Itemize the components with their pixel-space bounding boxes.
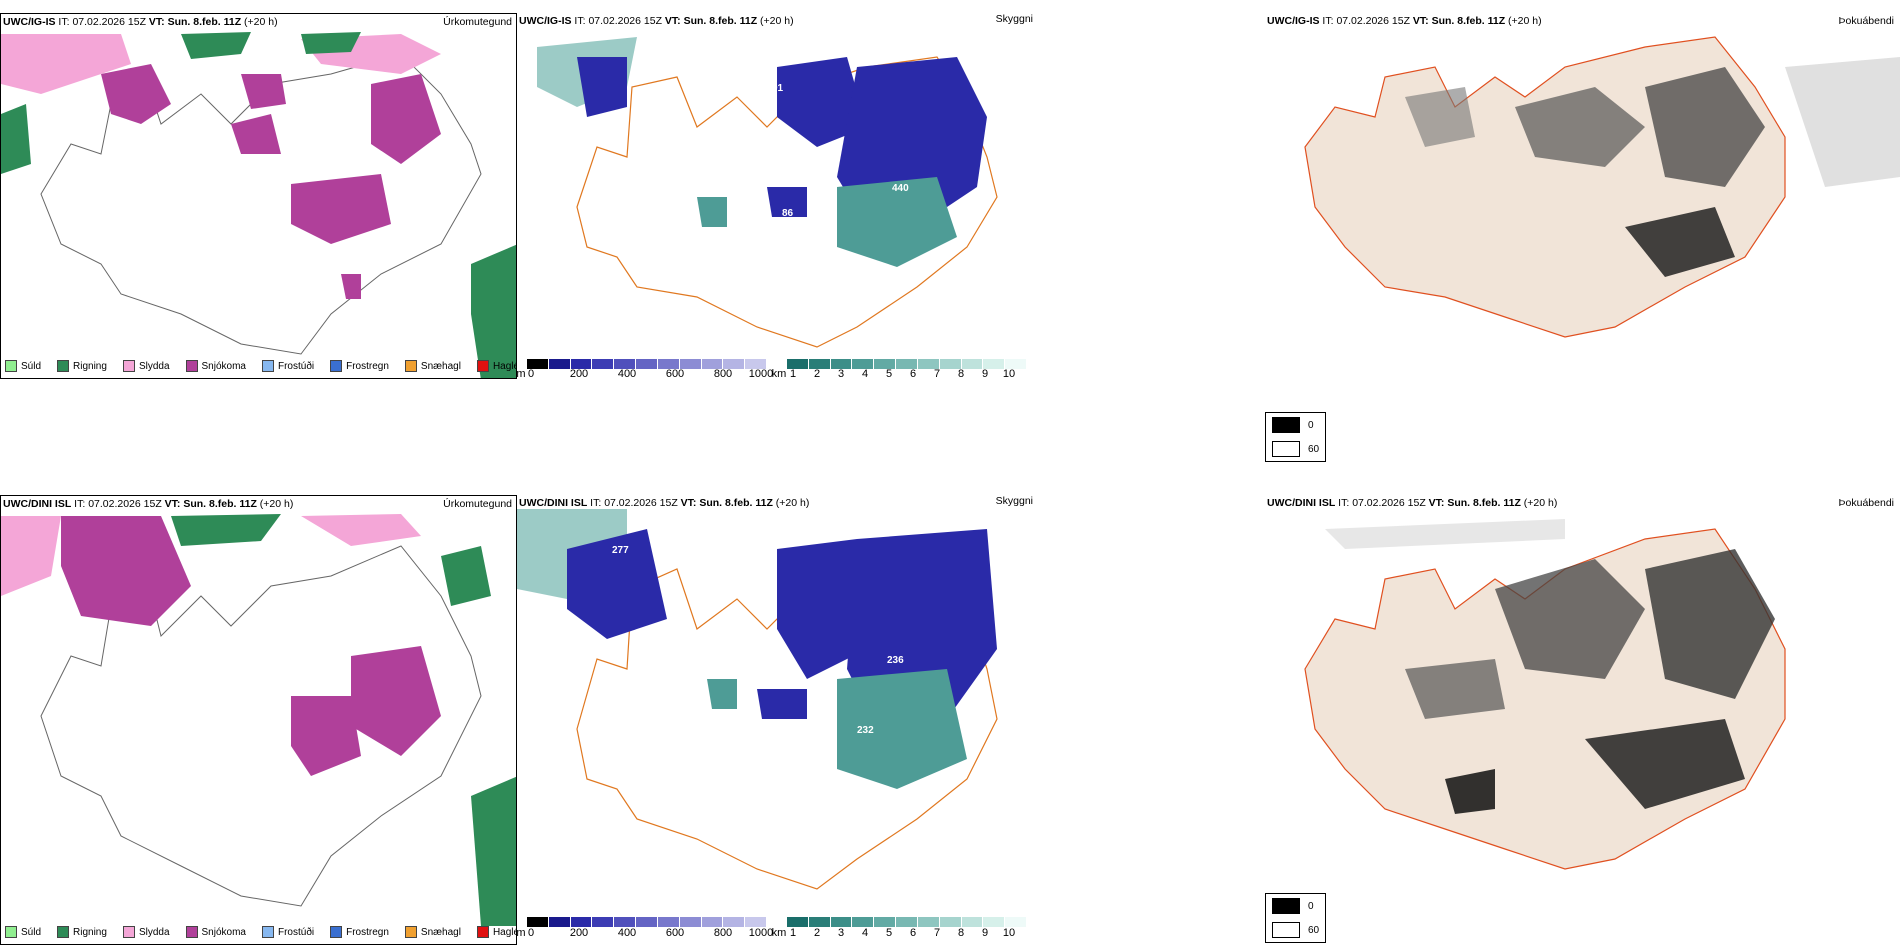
cloud-product-title-row2: Skyggni (995, 495, 1033, 507)
legend-item-sudd: Súld (5, 360, 41, 372)
fog-product-title-row2: Þokuábendi (1838, 497, 1894, 509)
legend-item-snjokoma: Snjókoma (185, 360, 246, 372)
legend-item-snaehagl: Snæhagl (404, 926, 461, 938)
legend-item-slydda: Slydda (122, 360, 170, 372)
cloud-value-label: 86 (782, 208, 794, 219)
fog-legend-row1: 0 60 (1265, 412, 1327, 462)
height-colorbar-row1 (527, 359, 767, 369)
visibility-colorbar-ticks-row2: km 1 2 3 4 5 6 7 8 9 10 (771, 927, 1016, 939)
fog-map-row1 (1304, 36, 1900, 338)
legend-item-slydda: Slydda (122, 926, 170, 938)
cloud-value-label: 91 (772, 83, 784, 94)
visibility-colorbar-row1 (787, 359, 1027, 369)
legend-item-haglel: Haglél (476, 360, 516, 372)
precip-header-row1: UWC/IG-IS IT: 07.02.2026 15Z VT: Sun. 8.… (3, 16, 278, 28)
legend-item-sudd: Súld (5, 926, 41, 938)
cloud-value-label: 232 (857, 725, 874, 736)
fog-panel-row2: UWC/DINI ISL IT: 07.02.2026 15Z VT: Sun.… (1265, 495, 1900, 895)
fog-legend-item-0: 0 (1266, 413, 1325, 437)
cloud-map-row1 (537, 37, 998, 348)
visibility-colorbar-row2 (787, 917, 1027, 927)
precip-map-row1 (1, 32, 516, 378)
precip-product-title-row1: Úrkomutegund (443, 16, 512, 28)
legend-item-haglel: Haglél (476, 926, 516, 938)
precip-panel-row2: UWC/DINI ISL IT: 07.02.2026 15Z VT: Sun.… (0, 495, 517, 945)
fog-header-row1: UWC/IG-IS IT: 07.02.2026 15Z VT: Sun. 8.… (1267, 15, 1542, 27)
cloud-map-row2 (517, 509, 998, 890)
precip-header-row2: UWC/DINI ISL IT: 07.02.2026 15Z VT: Sun.… (3, 498, 294, 510)
fog-header-row2: UWC/DINI ISL IT: 07.02.2026 15Z VT: Sun.… (1267, 497, 1558, 509)
legend-item-frostudi: Frostúði (261, 926, 314, 938)
legend-item-snjokoma: Snjókoma (185, 926, 246, 938)
height-colorbar-ticks-row2: m 0 200 400 600 800 1000 (517, 927, 774, 939)
precip-legend-row2: Súld Rigning Slydda Snjókoma Frostúði Fr… (5, 926, 516, 938)
legend-item-frostregn: Frostregn (330, 926, 389, 938)
legend-item-frostudi: Frostúði (261, 360, 314, 372)
precip-product-title-row2: Úrkomutegund (443, 498, 512, 510)
cloud-value-label: 236 (887, 655, 904, 666)
legend-item-snaehagl: Snæhagl (404, 360, 461, 372)
cloud-header-row1: UWC/IG-IS IT: 07.02.2026 15Z VT: Sun. 8.… (519, 15, 794, 27)
cloud-value-label: 440 (892, 183, 909, 194)
precip-panel-row1: UWC/IG-IS IT: 07.02.2026 15Z VT: Sun. 8.… (0, 13, 517, 379)
fog-legend-item-0: 0 (1266, 894, 1325, 918)
cloud-panel-row2: UWC/DINI ISL IT: 07.02.2026 15Z VT: Sun.… (517, 495, 1037, 945)
fog-map-row2 (1304, 519, 1786, 870)
fog-product-title-row1: Þokuábendi (1838, 15, 1894, 27)
legend-item-rigning: Rigning (57, 926, 107, 938)
fog-legend-row2: 0 60 (1265, 893, 1327, 943)
cloud-value-label: 277 (612, 545, 629, 556)
precip-map-row2 (1, 514, 516, 926)
legend-item-rigning: Rigning (57, 360, 107, 372)
fog-legend-item-60: 60 (1266, 437, 1325, 461)
legend-item-frostregn: Frostregn (330, 360, 389, 372)
cloud-header-row2: UWC/DINI ISL IT: 07.02.2026 15Z VT: Sun.… (519, 497, 810, 509)
precip-legend-row1: Súld Rigning Slydda Snjókoma Frostúði Fr… (5, 360, 516, 372)
height-colorbar-row2 (527, 917, 767, 927)
fog-panel-row1: UWC/IG-IS IT: 07.02.2026 15Z VT: Sun. 8.… (1265, 13, 1900, 379)
cloud-panel-row1: UWC/IG-IS IT: 07.02.2026 15Z VT: Sun. 8.… (517, 13, 1037, 379)
fog-legend-item-60: 60 (1266, 918, 1325, 942)
cloud-product-title-row1: Skyggni (995, 13, 1033, 25)
height-colorbar-ticks-row1: m 0 200 400 600 800 1000 (517, 368, 774, 379)
visibility-colorbar-ticks-row1: km 1 2 3 4 5 6 7 8 9 10 (771, 368, 1016, 379)
